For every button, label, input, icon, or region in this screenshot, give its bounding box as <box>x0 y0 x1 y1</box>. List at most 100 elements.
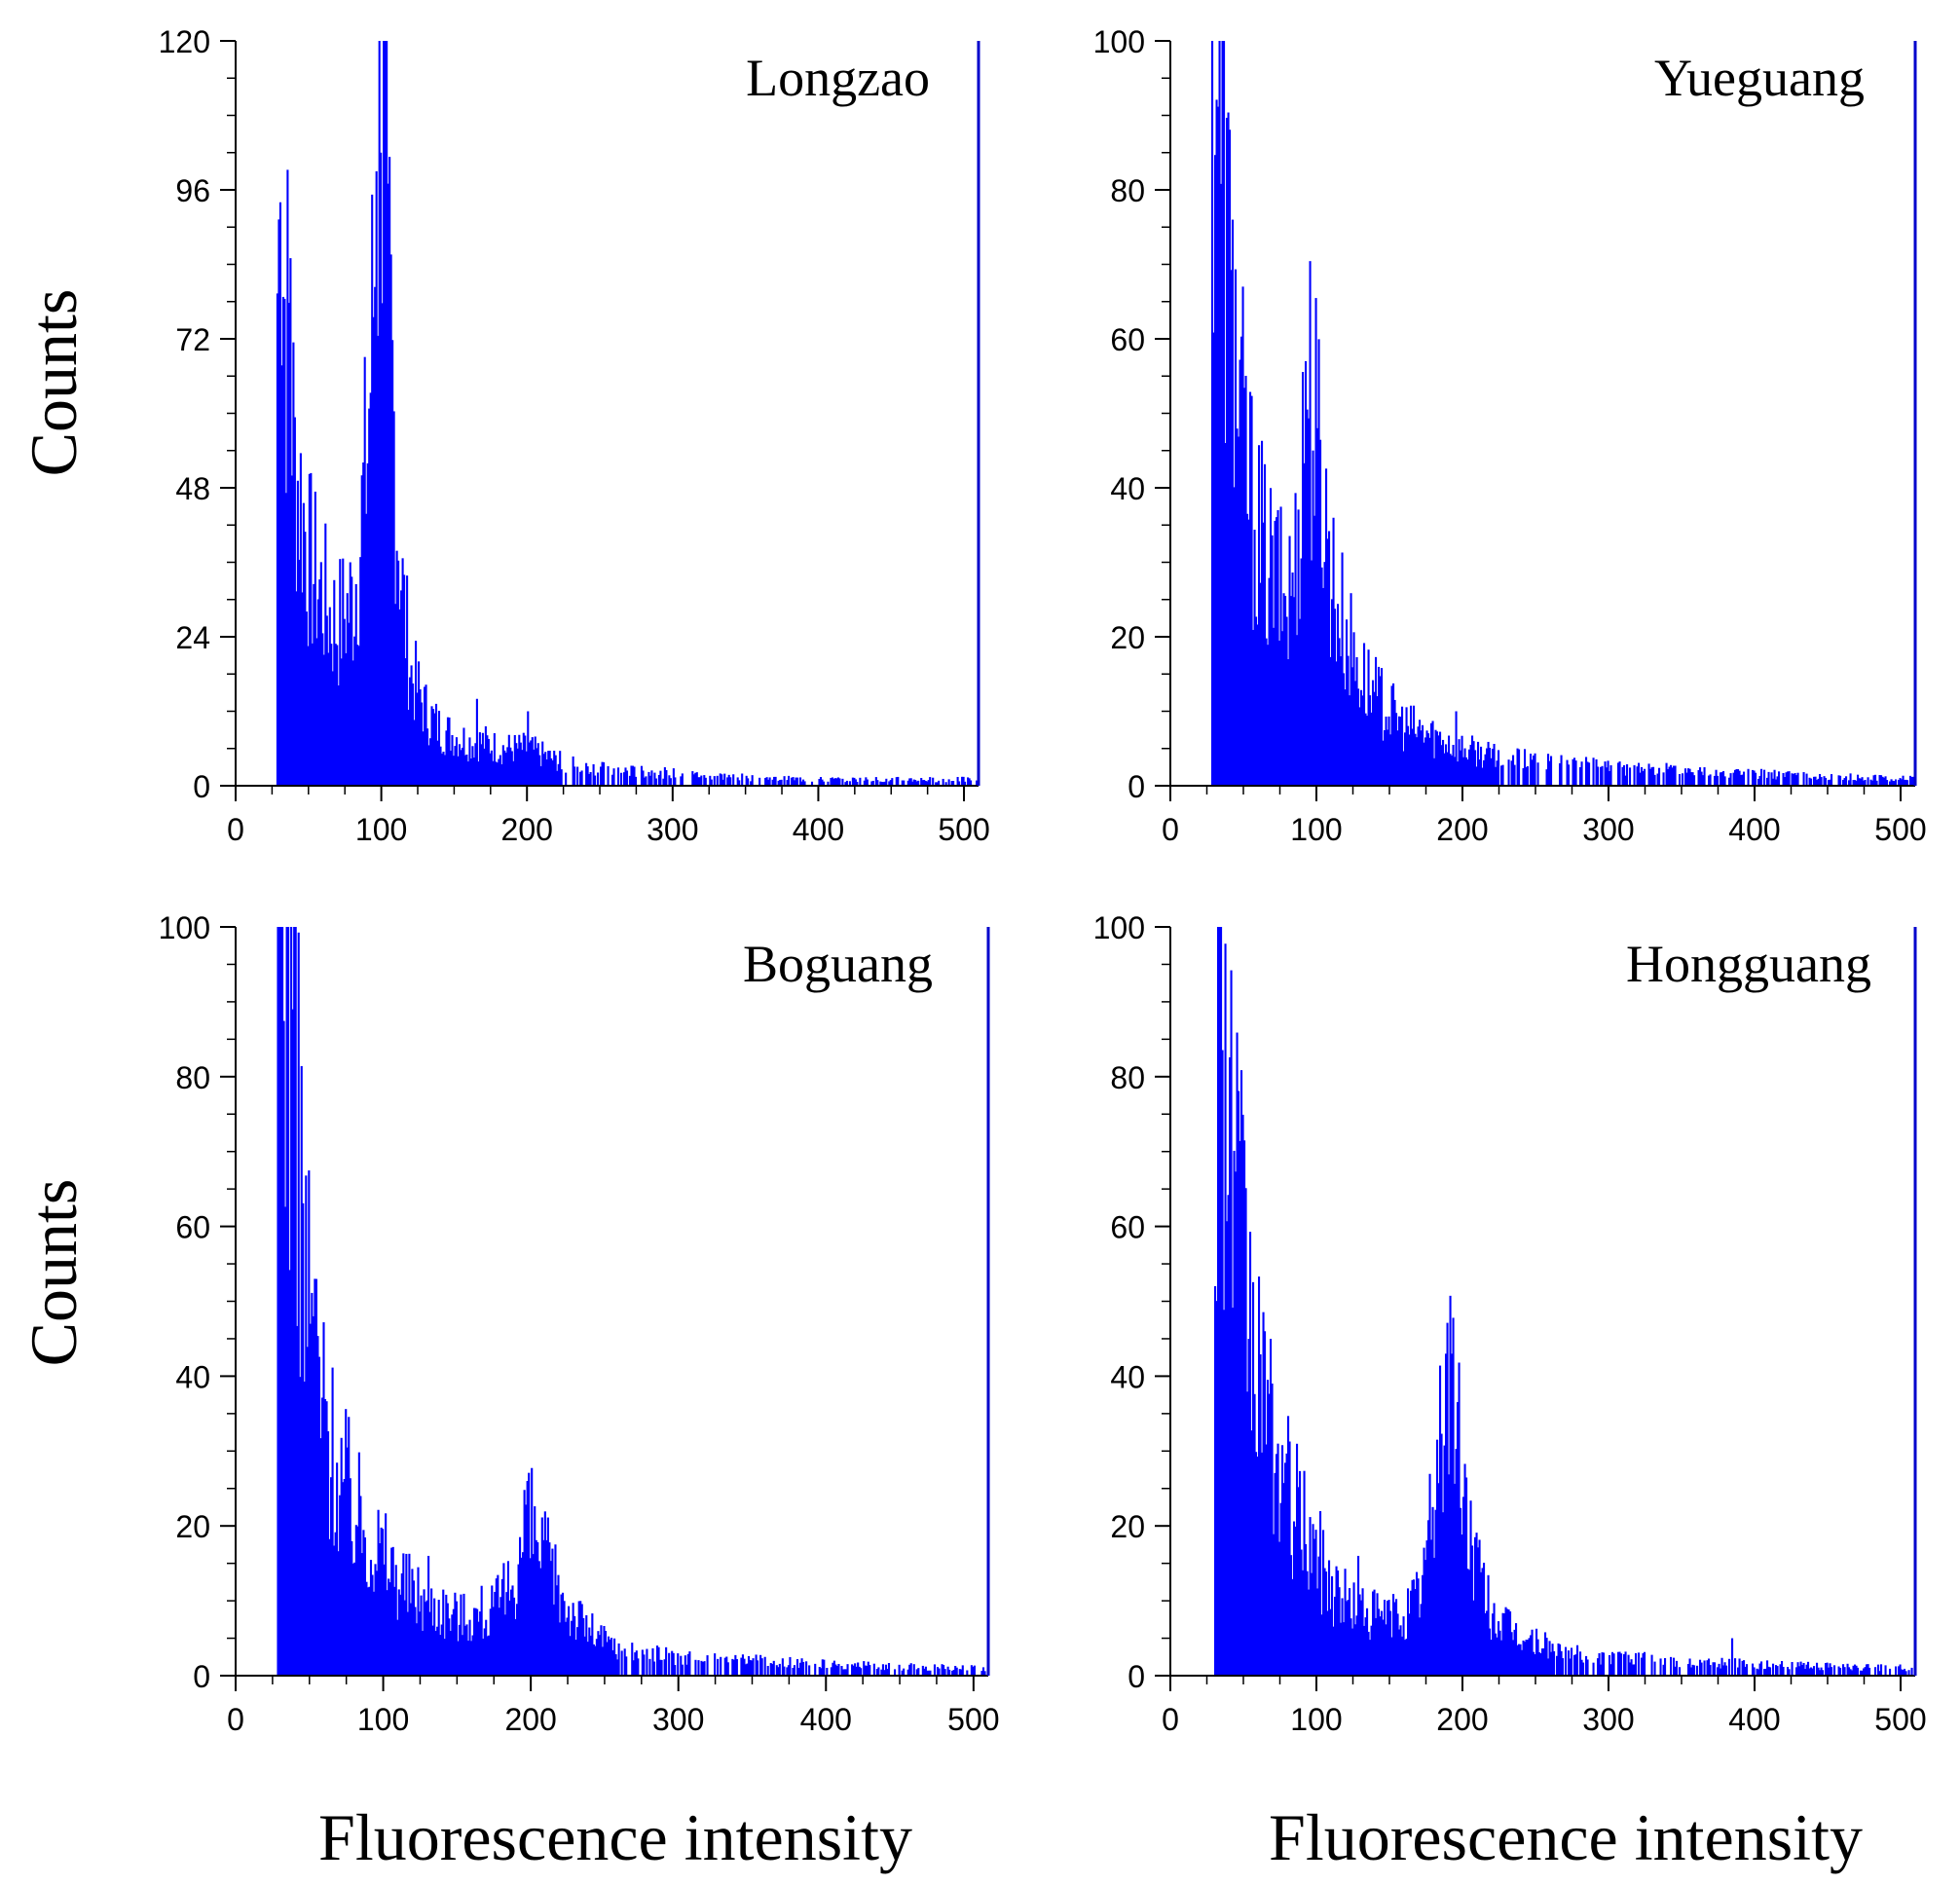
histogram-bar <box>1449 754 1452 786</box>
histogram-bar <box>646 1648 648 1676</box>
histogram-bar <box>1629 1662 1632 1676</box>
histogram-bar <box>1638 1652 1641 1676</box>
histogram-bar <box>672 768 675 786</box>
histogram-bar <box>589 1635 592 1676</box>
histogram-bar <box>1629 767 1632 786</box>
histogram-bar <box>751 775 754 786</box>
histogram-bar <box>1562 1658 1565 1676</box>
histogram-bar <box>1389 1610 1392 1676</box>
histogram-bar <box>1250 1430 1253 1676</box>
histogram-bar <box>551 1548 554 1676</box>
histogram-bar <box>1501 764 1504 786</box>
histogram-bar <box>423 686 426 786</box>
histogram-bar <box>1515 1623 1518 1676</box>
histogram-bar <box>1607 760 1609 786</box>
histogram-bar <box>1384 1600 1387 1676</box>
histogram-bar <box>468 737 471 786</box>
histogram-bar <box>889 780 892 786</box>
histogram-bar <box>357 646 360 786</box>
histogram-bar <box>1670 1656 1673 1676</box>
histogram-bar <box>603 1625 606 1676</box>
histogram-bar <box>1665 762 1668 786</box>
histogram-bar <box>1495 766 1498 786</box>
histogram-bar <box>321 633 324 786</box>
histogram-bar <box>1496 1637 1498 1676</box>
histogram-bar <box>710 779 713 786</box>
histogram-bar <box>1653 1661 1656 1676</box>
histogram-bar <box>1414 733 1417 786</box>
histogram-bar <box>1647 763 1650 786</box>
histogram-bar <box>841 1669 845 1676</box>
histogram-bar <box>744 1664 748 1676</box>
histogram-bar <box>926 781 929 786</box>
histogram-bar <box>698 777 701 786</box>
histogram-bar <box>333 579 336 786</box>
histogram-bar <box>952 1669 955 1676</box>
histogram-bar <box>1433 758 1436 786</box>
histogram-bar <box>958 781 961 786</box>
histogram-bar <box>1633 764 1636 786</box>
histogram-bar <box>523 1490 526 1676</box>
histogram-bar <box>685 1664 688 1676</box>
histogram-bar <box>502 1563 505 1676</box>
histogram-bar <box>1344 1569 1347 1676</box>
histogram-bar <box>1612 1653 1615 1676</box>
histogram-bar <box>366 462 369 786</box>
histogram-bar <box>576 766 579 786</box>
histogram-bar <box>723 1657 726 1676</box>
histogram-bar <box>1478 1539 1481 1676</box>
histogram-bar <box>1706 1660 1709 1676</box>
histogram-bar <box>1325 468 1328 786</box>
histogram-bar <box>1490 1640 1493 1676</box>
histogram-bar <box>312 1315 314 1676</box>
histogram-bar <box>633 766 636 786</box>
histogram-bar <box>457 756 460 786</box>
histogram-bar <box>1805 773 1808 786</box>
histogram-bar <box>1874 1667 1877 1676</box>
histogram-bar <box>1443 753 1446 786</box>
histogram-bar <box>1428 1473 1431 1676</box>
histogram-bar <box>492 1607 495 1676</box>
histogram-bar <box>1401 706 1404 786</box>
histogram-bar <box>1708 1658 1711 1676</box>
histogram-bar <box>573 766 576 786</box>
histogram-bar <box>1533 1651 1535 1676</box>
histogram-bar <box>942 778 944 786</box>
histogram-bar <box>700 775 703 786</box>
histogram-bar <box>518 734 521 786</box>
histogram-bar <box>1462 757 1465 786</box>
histogram-bar <box>411 1569 414 1676</box>
histogram-bar <box>1340 656 1343 786</box>
histogram-bar <box>1626 763 1629 786</box>
histogram-bar <box>1760 1661 1763 1676</box>
histogram-bar <box>371 1574 374 1676</box>
histogram-bar <box>1355 1615 1358 1676</box>
histogram-bar <box>903 780 906 786</box>
histogram-bar <box>1668 766 1671 786</box>
histogram-bar <box>1697 769 1700 786</box>
histogram-bar <box>1347 1600 1350 1676</box>
histogram-bar <box>1718 1663 1720 1676</box>
histogram-bar <box>1805 1664 1808 1676</box>
histogram-bar <box>1848 1667 1851 1676</box>
histogram-bar <box>1360 1600 1363 1676</box>
histogram-bar <box>684 1655 686 1676</box>
histogram-bar <box>1791 1661 1794 1676</box>
histogram-bar <box>1767 1666 1770 1676</box>
histogram-bar <box>430 706 433 786</box>
histogram-bar <box>287 927 290 1676</box>
x-tick-label: 300 <box>652 1702 704 1737</box>
histogram-bar <box>1539 1653 1542 1676</box>
histogram-bar <box>652 1661 656 1676</box>
histogram-bar <box>1639 772 1642 786</box>
histogram-bar <box>1469 744 1472 786</box>
histogram-bar <box>474 1608 477 1676</box>
histogram-bar <box>1270 488 1273 786</box>
histogram-bar <box>377 1509 380 1676</box>
histogram-bar <box>1512 1640 1515 1676</box>
histogram-bar <box>775 1665 778 1676</box>
histogram-bar <box>1416 1571 1419 1676</box>
histogram-bar <box>650 770 653 786</box>
histogram-bar <box>1446 1322 1449 1676</box>
histogram-bar <box>870 781 873 786</box>
